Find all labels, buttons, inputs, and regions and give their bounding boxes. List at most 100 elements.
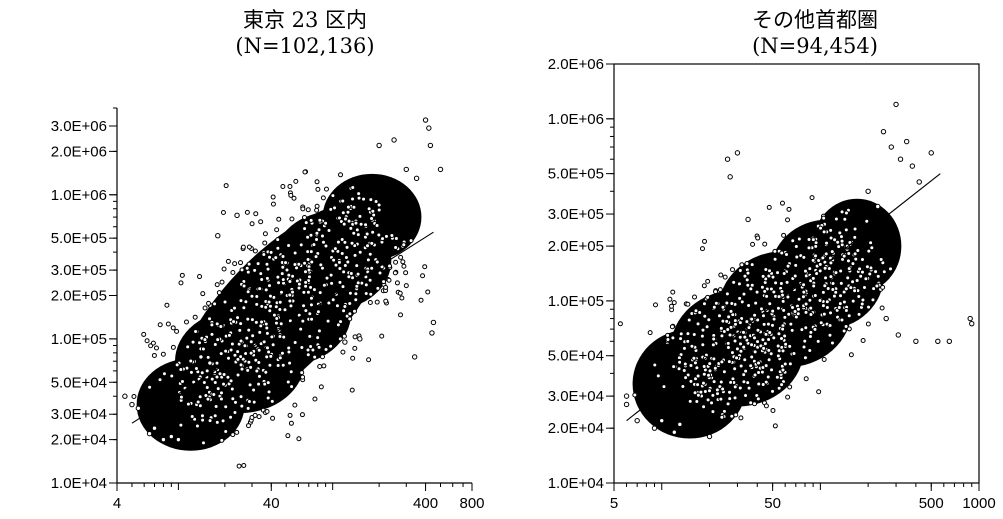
scatter-point (647, 330, 653, 336)
scatter-point (888, 266, 894, 272)
scatter-point (265, 395, 271, 401)
scatter-point (820, 289, 826, 295)
x-tick-label: 5 (610, 495, 618, 512)
scatter-point (339, 236, 345, 242)
scatter-point (784, 279, 790, 285)
scatter-point (760, 381, 766, 387)
scatter-point (869, 245, 875, 251)
scatter-point (799, 327, 805, 333)
scatter-point (751, 335, 757, 341)
scatter-point (420, 273, 426, 279)
scatter-point (737, 268, 743, 274)
scatter-point (235, 315, 241, 321)
scatter-point (369, 216, 375, 222)
y-tick-label: 3.0E+05 (548, 206, 604, 223)
scatter-point (726, 359, 732, 365)
scatter-point (787, 361, 793, 367)
scatter-point (343, 254, 349, 260)
scatter-point (192, 314, 198, 320)
scatter-point (718, 325, 724, 331)
scatter-point (813, 253, 819, 259)
scatter-point (308, 217, 314, 223)
scatter-point (207, 316, 213, 322)
scatter-point (150, 340, 156, 346)
scatter-point (209, 376, 215, 382)
scatter-point (397, 290, 403, 296)
point-cloud (617, 195, 902, 439)
scatter-point (376, 232, 382, 238)
scatter-point (305, 352, 311, 358)
outlier-point (928, 150, 934, 156)
scatter-point (830, 287, 836, 293)
scatter-point (873, 269, 879, 275)
outlier-point (175, 436, 182, 443)
scatter-point (288, 192, 294, 198)
scatter-point (241, 283, 247, 289)
scatter-point (309, 259, 315, 265)
scatter-point (823, 275, 829, 281)
scatter-point (273, 255, 279, 261)
chart-panel-1: 5 50 500 1000 2.0E+06 1.0E+06 5.0E+05 3.0E+05 2.… (548, 56, 996, 512)
scatter-point (259, 303, 265, 309)
scatter-point (286, 345, 292, 351)
scatter-point (771, 335, 777, 341)
scatter-point (727, 396, 733, 402)
scatter-point (863, 276, 869, 282)
outlier-point (706, 433, 713, 440)
scatter-point (755, 339, 761, 345)
scatter-point (683, 375, 689, 381)
scatter-point (719, 333, 725, 339)
scatter-point (369, 265, 375, 271)
scatter-point (732, 318, 738, 324)
scatter-point (762, 341, 768, 347)
scatter-point (219, 279, 225, 285)
scatter-point (722, 274, 728, 280)
scatter-point (381, 279, 387, 285)
scatter-point (383, 284, 389, 290)
scatter-point (246, 261, 252, 267)
scatter-point (846, 326, 852, 332)
scatter-point (771, 316, 777, 322)
scatter-point (354, 227, 360, 233)
scatter-point (681, 367, 687, 373)
scatter-point (875, 273, 881, 279)
scatter-point (788, 321, 794, 327)
chart-title-right-name: その他首都圏 (752, 8, 878, 32)
scatter-point (802, 355, 808, 361)
scatter-point (178, 394, 184, 400)
scatter-point (231, 319, 237, 325)
scatter-point (326, 300, 332, 306)
scatter-point (881, 269, 887, 275)
scatter-point (741, 344, 747, 350)
scatter-point (724, 300, 730, 306)
scatter-point (157, 377, 163, 383)
scatter-point (695, 321, 701, 327)
outlier-point (745, 216, 751, 223)
scatter-point (682, 361, 688, 367)
scatter-point (249, 317, 255, 323)
scatter-point (373, 199, 379, 205)
scatter-point (802, 338, 808, 344)
scatter-point (770, 407, 776, 413)
scatter-point (742, 273, 748, 279)
scatter-point (393, 259, 399, 265)
outlier-point (909, 163, 916, 169)
scatter-point (212, 342, 218, 348)
scatter-point (268, 249, 274, 255)
scatter-point (231, 305, 237, 311)
scatter-point (852, 226, 858, 232)
scatter-point (248, 350, 254, 356)
scatter-point (256, 381, 262, 387)
scatter-point (332, 246, 338, 252)
scatter-point (228, 414, 234, 420)
scatter-point (328, 206, 334, 212)
scatter-point (755, 235, 761, 241)
scatter-point (718, 396, 724, 402)
scatter-point (778, 336, 784, 342)
scatter-point (314, 236, 320, 242)
scatter-point (745, 282, 751, 288)
scatter-point (772, 248, 778, 254)
outlier-point (969, 320, 975, 327)
scatter-point (364, 231, 370, 237)
scatter-point (782, 314, 788, 320)
